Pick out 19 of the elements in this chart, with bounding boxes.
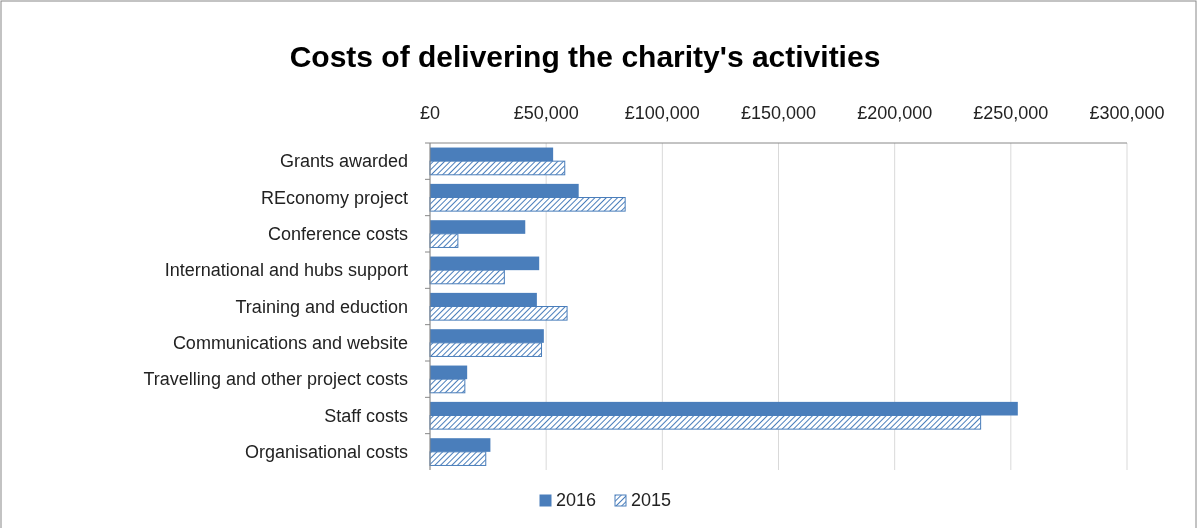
y-tick-label: REconomy project (260, 187, 408, 208)
x-tick-label: £50,000 (513, 103, 579, 123)
x-tick-label: £200,000 (857, 103, 933, 123)
y-tick-label: Travelling and other project costs (143, 369, 408, 390)
legend-label: 2016 (556, 490, 597, 510)
y-tick-label: Communications and website (172, 332, 408, 353)
y-tick-label: Training and eduction (235, 296, 408, 317)
x-tick-label: £250,000 (973, 103, 1049, 123)
x-tick-label: £100,000 (624, 103, 700, 123)
y-tick-label: Grants awarded (279, 151, 408, 172)
y-tick-label: Staff costs (324, 405, 408, 426)
y-tick-label: Organisational costs (244, 441, 408, 462)
y-tick-label: International and hubs support (164, 260, 408, 281)
x-tick-label: £300,000 (1089, 103, 1165, 123)
x-tick-label: £0 (419, 103, 441, 123)
chart-title: Costs of delivering the charity's activities (289, 40, 881, 73)
y-tick-label: Conference costs (267, 223, 408, 244)
legend-label: 2015 (631, 490, 672, 510)
x-tick-label: £150,000 (740, 103, 817, 123)
